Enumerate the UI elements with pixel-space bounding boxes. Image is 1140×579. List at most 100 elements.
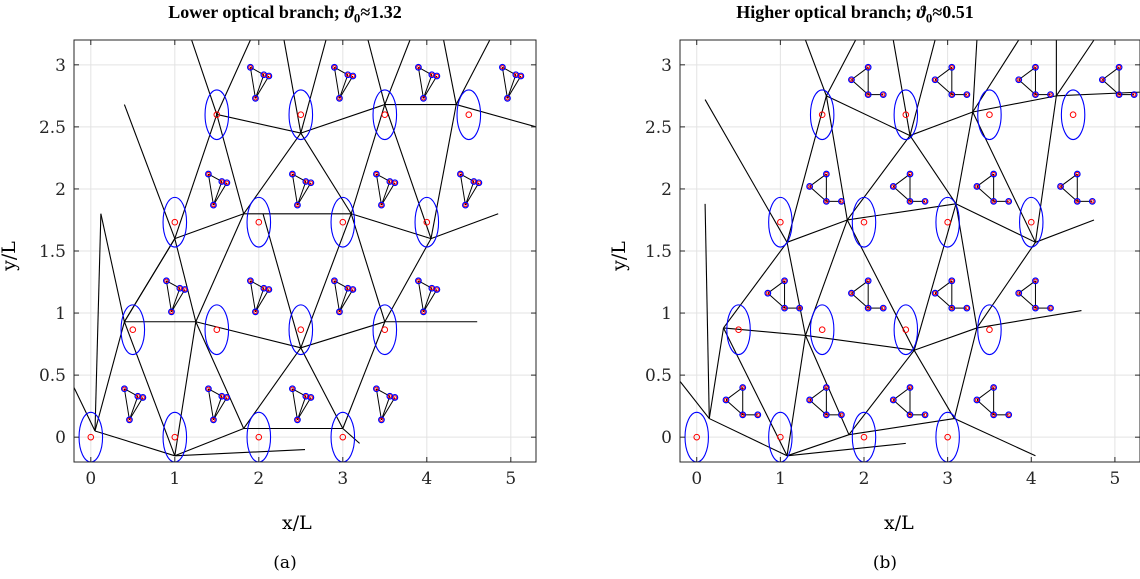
y-tick-label: 1.5 bbox=[645, 242, 672, 262]
site-ellipse bbox=[372, 89, 398, 141]
triad-link bbox=[297, 182, 312, 206]
title-sub-a: 0 bbox=[353, 10, 361, 26]
triad-node-inner bbox=[392, 395, 397, 400]
network-edge bbox=[846, 219, 915, 351]
site-center bbox=[1027, 218, 1035, 226]
triad-link bbox=[165, 280, 172, 312]
triad-node bbox=[1032, 91, 1039, 99]
network-edge bbox=[976, 242, 1036, 329]
triad-node-inner bbox=[303, 394, 308, 399]
triad-link bbox=[892, 173, 911, 187]
chart-title-b: Higher optical branch; ϑ0≈0.51 bbox=[570, 2, 1140, 27]
triad-node bbox=[331, 63, 338, 71]
triad-link bbox=[725, 387, 744, 401]
triad-node-inner bbox=[1075, 199, 1080, 204]
triad-node-inner bbox=[266, 287, 271, 292]
triad-node-inner bbox=[350, 73, 355, 78]
triad-node bbox=[181, 286, 189, 293]
triad-node-inner bbox=[740, 412, 745, 417]
plot-content bbox=[680, 40, 1140, 462]
triad-link bbox=[296, 396, 307, 420]
triad-node-inner bbox=[782, 278, 787, 283]
network-edge bbox=[786, 95, 827, 243]
triad-link bbox=[297, 397, 312, 421]
title-text-b: Higher optical branch; bbox=[736, 2, 917, 22]
triad-node-inner bbox=[881, 306, 886, 311]
triad-node bbox=[1005, 411, 1013, 419]
site-ellipse bbox=[456, 89, 482, 141]
triad-node-inner bbox=[476, 180, 481, 185]
site-center bbox=[860, 218, 868, 226]
triad-node bbox=[838, 197, 845, 205]
triad-node-inner bbox=[1132, 92, 1137, 97]
site-ellipse bbox=[78, 411, 104, 462]
network-edge bbox=[709, 418, 788, 457]
triad-node bbox=[990, 411, 998, 419]
triad-node bbox=[252, 94, 259, 102]
triad-node-inner bbox=[169, 309, 174, 314]
triad-node-inner bbox=[933, 77, 938, 82]
network-edge bbox=[1035, 219, 1095, 243]
triad-node bbox=[879, 91, 887, 99]
network-edge bbox=[704, 203, 710, 419]
triad-node bbox=[1047, 304, 1054, 312]
y-tick-label: 1.5 bbox=[39, 242, 66, 262]
network-edge bbox=[456, 104, 536, 128]
triad-node-inner bbox=[224, 395, 229, 400]
network-edge bbox=[848, 349, 915, 436]
triad-node-inner bbox=[332, 65, 337, 70]
triad-node-inner bbox=[434, 287, 439, 292]
network-edge bbox=[174, 427, 244, 457]
triad-node-inner bbox=[1033, 92, 1038, 97]
triad-node-inner bbox=[345, 72, 350, 77]
triad-node-inner bbox=[807, 397, 812, 402]
triad-link bbox=[207, 388, 214, 420]
triad-link bbox=[767, 292, 785, 309]
triad-node-inner bbox=[1075, 172, 1080, 177]
site-center bbox=[255, 218, 263, 226]
triad-node-inner bbox=[164, 278, 169, 283]
triad-link bbox=[212, 181, 223, 206]
y-tick-label: 2 bbox=[661, 180, 672, 200]
triad-link bbox=[338, 74, 349, 99]
site-center bbox=[902, 111, 910, 119]
triad-node-inner bbox=[416, 65, 421, 70]
site-center bbox=[339, 433, 347, 441]
triad-node-inner bbox=[295, 417, 300, 422]
triad-node-inner bbox=[849, 291, 854, 296]
network-edge bbox=[1055, 40, 1095, 97]
network-edge bbox=[94, 321, 125, 432]
triad-link bbox=[212, 396, 223, 420]
triad-node bbox=[822, 170, 830, 178]
y-tick-label: 2 bbox=[55, 180, 66, 200]
site-ellipse bbox=[330, 196, 356, 248]
triad-node bbox=[1057, 183, 1064, 190]
network-edge bbox=[216, 114, 245, 214]
site-ellipse bbox=[162, 196, 188, 248]
site-ellipse bbox=[977, 304, 1002, 356]
site-center bbox=[129, 326, 137, 333]
site-ellipse bbox=[120, 304, 146, 356]
triad-link bbox=[254, 288, 265, 312]
triad-link bbox=[291, 388, 298, 420]
site-ellipse bbox=[935, 196, 960, 248]
x-axis-label-b: x/L bbox=[884, 512, 914, 534]
triad-link bbox=[767, 280, 785, 294]
triad-node-inner bbox=[807, 184, 812, 189]
triad-node-inner bbox=[248, 278, 253, 283]
network-edge bbox=[723, 327, 806, 336]
triad-node-inner bbox=[866, 306, 871, 311]
triad-link bbox=[809, 186, 827, 202]
site-center bbox=[860, 433, 868, 441]
triad-node-inner bbox=[248, 65, 253, 70]
network-edge bbox=[976, 310, 1082, 329]
triad-node bbox=[294, 416, 301, 424]
triad-node bbox=[162, 277, 170, 285]
triad-node-inner bbox=[122, 386, 127, 391]
triad-node bbox=[499, 63, 506, 71]
title-symbol-b: ϑ bbox=[916, 2, 926, 22]
network-edge bbox=[913, 350, 955, 419]
triad-node bbox=[336, 94, 343, 102]
network-edge bbox=[708, 327, 725, 419]
triad-node bbox=[1032, 63, 1039, 71]
